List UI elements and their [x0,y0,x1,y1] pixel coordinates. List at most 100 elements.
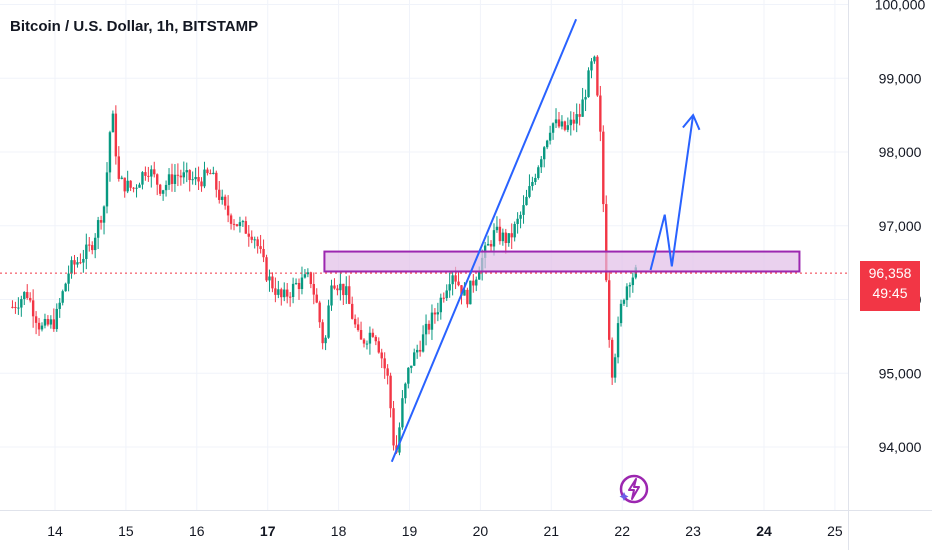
candle-body [161,190,165,194]
candle-body [291,283,295,297]
candle-body [451,275,454,285]
candle-body [221,196,224,200]
candle-body [356,324,360,331]
candle-body [584,97,587,100]
candle-body [628,285,632,287]
candle-body [203,169,206,187]
candle-body [73,260,76,265]
candle-body [504,232,508,244]
candle-body [173,174,177,184]
candle-body [93,237,97,251]
y-tick-label: 98,000 [879,144,922,160]
candle-body [170,174,174,184]
candle-body [268,276,271,281]
candle-body [569,119,572,126]
candle-body [557,119,561,127]
candle-body [578,114,581,117]
candle-body [156,174,159,185]
projection-path[interactable] [649,114,695,271]
candle-body [135,187,138,189]
candle-body [436,312,440,315]
candle-body [528,186,531,197]
candle-body [383,358,386,369]
last-price-badge: 96,358 49:45 [860,261,920,312]
candle-body [147,175,150,177]
candle-body [398,427,401,453]
candle-body [164,184,168,191]
candle-body [333,285,336,289]
candle-body [212,172,215,174]
candle-body [510,233,513,238]
candle-body [238,222,242,227]
candle-body [138,184,141,188]
candle-body [215,172,218,190]
x-tick-label: 25 [827,523,843,539]
candle-body [599,95,602,132]
candle-body [76,262,79,265]
candle-body [88,244,91,246]
candle-body [486,243,490,246]
candle-body [280,289,283,298]
candle-body [608,280,611,340]
last-price-value: 96,358 [868,265,912,282]
x-tick-label: 22 [614,523,630,539]
candle-body [377,341,380,353]
candle-body [158,184,162,194]
candle-body [265,257,268,281]
candle-body [306,272,310,275]
candle-body [17,307,20,309]
candle-body [433,312,437,315]
candle-body [232,223,236,225]
candle-body [85,244,88,259]
candle-body [415,349,419,353]
candle-body [466,289,469,305]
candle-body [386,368,389,376]
x-tick-label: 20 [473,523,489,539]
candle-body [197,177,200,182]
candle-body [114,113,118,157]
candle-body [489,243,493,247]
x-tick-label: 19 [402,523,418,539]
candle-body [309,272,313,284]
candle-body [303,274,307,278]
candle-body [448,284,451,291]
candle-body [619,303,623,324]
candle-body [191,179,194,181]
candle-body [209,173,212,175]
candle-body [28,297,32,301]
candle-body [285,289,289,297]
candle-body [460,285,463,296]
candle-body [554,119,558,124]
candle-body [318,302,321,323]
y-tick-label: 94,000 [879,439,922,455]
candle-body [129,180,132,188]
candle-body [253,239,256,241]
candle-body [167,174,171,185]
x-tick-label: 24 [756,523,772,539]
candle-body [392,408,395,446]
candle-body [439,297,443,313]
trendline[interactable] [390,18,578,463]
candle-body [418,349,422,352]
spark-logo-icon[interactable] [618,473,650,505]
candle-countdown: 49:45 [872,285,908,302]
resistance-zone[interactable] [323,250,801,273]
candle-body [507,233,510,244]
candle-body [126,180,129,192]
candle-body [244,221,248,234]
candle-body [413,352,416,366]
candle-body [587,70,590,98]
candle-body [262,248,265,258]
candle-body [581,99,584,117]
candle-body [235,224,239,227]
candle-body [315,294,318,303]
candle-body [519,214,522,219]
candle-body [545,140,549,148]
candle-body [120,177,123,179]
candle-body [102,206,106,223]
candle-body [185,170,188,173]
candle-body [631,277,635,286]
candle-body [277,289,280,295]
